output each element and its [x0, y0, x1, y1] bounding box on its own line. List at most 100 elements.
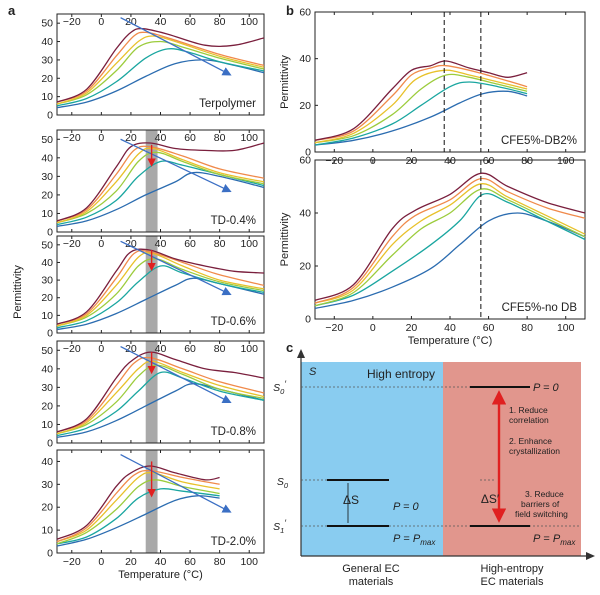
y-tick-label: 0: [47, 548, 53, 560]
x-tick-label: 80: [214, 343, 226, 355]
y-tick-label: 40: [41, 456, 53, 468]
series-line-6: [314, 172, 586, 302]
series-line-3: [56, 479, 220, 545]
panel-label-b: b: [286, 3, 294, 18]
y-tick-label: 50: [41, 345, 53, 357]
x-tick-label: 40: [155, 132, 167, 144]
y-tick-label: 20: [41, 73, 53, 85]
y-tick-label: 10: [41, 91, 53, 103]
x-tick-label: 0: [98, 132, 104, 144]
chart-a4: −20 0 20 40 60 80 100 0 10 20 30 40 50 TD-0.8%: [41, 340, 265, 450]
series-line-6: [56, 351, 265, 433]
series-line-1: [314, 90, 528, 146]
sample-name: TD-0.8%: [211, 426, 256, 438]
y-tick-label: 40: [41, 152, 53, 164]
series-line-6: [56, 248, 265, 325]
series-line-1: [56, 495, 220, 547]
series-line-2: [56, 48, 265, 107]
x-tick-label: 60: [483, 322, 495, 334]
series-line-1: [56, 171, 265, 228]
panel-label-c: c: [286, 340, 293, 355]
y-tick-label: 40: [41, 257, 53, 269]
sample-name: TD-0.4%: [211, 215, 256, 227]
y-tick-label: 10: [41, 419, 53, 431]
series-line-4: [56, 35, 265, 105]
x-tick-label: −20: [63, 343, 81, 355]
high-pmax-label: P = Pmax: [533, 533, 576, 547]
sample-name: TD-2.0%: [211, 536, 256, 548]
trend-arrow: [120, 345, 232, 404]
series-line-5: [56, 145, 265, 222]
y-tick-label: 0: [47, 438, 53, 450]
y-tick-label: 60: [299, 7, 311, 19]
chart-b1: −200204060801000204060CFE5%-DB2%Permitti…: [279, 7, 586, 167]
x-tick-label: 40: [155, 343, 167, 355]
delta-s-prime-label: ΔS′: [481, 492, 500, 506]
x-tick-label: 20: [125, 556, 137, 568]
y-tick-label: 20: [299, 261, 311, 273]
note-1-line-2: correlation: [509, 415, 549, 425]
x-tick-label: 0: [98, 238, 104, 250]
x-tick-label: −20: [63, 556, 81, 568]
series-line-4: [314, 69, 528, 144]
panel-a-ylabel: Permittivity: [12, 265, 24, 319]
panel-label-a: a: [8, 3, 16, 18]
entropy-diagram: S High entropy S0′ S0 S1′ ΔS P = 0 P = P…: [273, 349, 595, 588]
series-line-3: [56, 364, 265, 435]
series-line-6: [56, 465, 220, 540]
x-axis-arrowhead: [586, 552, 595, 560]
series-line-3: [56, 258, 265, 327]
general-ec-region: [301, 362, 443, 556]
x-tick-label: 40: [155, 238, 167, 250]
s1p-level-label: S1′: [273, 518, 286, 535]
series-line-2: [56, 371, 265, 437]
y-tick-label: 10: [41, 208, 53, 220]
x-tick-label: 20: [125, 132, 137, 144]
series-line-5: [56, 469, 220, 543]
s0p-level-label: S0′: [273, 379, 286, 396]
trend-arrow: [120, 240, 232, 296]
y-tick-label: 0: [305, 147, 311, 159]
x-tick-label: 100: [240, 556, 258, 568]
x-tick-label: 80: [214, 238, 226, 250]
x-tick-label: 0: [98, 343, 104, 355]
trend-arrow: [120, 17, 232, 76]
note-1-line-1: 1. Reduce: [509, 405, 548, 415]
plot-frame: [314, 159, 586, 320]
x-tick-label: −20: [63, 132, 81, 144]
series-line-6: [56, 142, 265, 222]
y-tick-label: 40: [299, 53, 311, 65]
x-tick-label: −20: [63, 16, 81, 28]
note-2-line-2: crystallization: [509, 446, 560, 456]
series-line-3: [56, 40, 265, 105]
x-tick-label: 100: [240, 343, 258, 355]
y-axis-label: Permittivity: [279, 212, 291, 266]
y-tick-label: 30: [41, 275, 53, 287]
x-axis-label: Temperature (°C): [118, 569, 202, 581]
series-line-3: [314, 73, 528, 144]
high-p0-label: P = 0: [533, 382, 559, 394]
y-tick-label: 40: [41, 36, 53, 48]
series-line-2: [56, 265, 265, 329]
y-tick-label: 40: [299, 208, 311, 220]
note-3-line-1: 3. Reduce: [525, 489, 564, 499]
y-tick-label: 10: [41, 310, 53, 322]
x-tick-label: 100: [240, 16, 258, 28]
x-tick-label: 40: [155, 16, 167, 28]
temperature-band: [145, 341, 158, 443]
x-tick-label: 20: [125, 238, 137, 250]
series-line-4: [56, 252, 265, 327]
trend-arrow: [120, 138, 232, 193]
x-axis-label: Temperature (°C): [408, 335, 492, 347]
y-tick-label: 10: [41, 525, 53, 537]
temperature-band: [145, 236, 158, 333]
high-entropy-ec-region: [443, 362, 581, 556]
series-line-5: [314, 177, 586, 304]
s-axis-label: S: [309, 366, 317, 378]
sample-name: CFE5%-DB2%: [501, 135, 577, 147]
x-tick-label: 0: [370, 322, 376, 334]
chart-b2: −20 0 20 40 60 80 100 0 20 40 60 CFE5%-no DB Tempera…: [279, 155, 586, 347]
sample-name: CFE5%-no DB: [502, 302, 578, 314]
x-tick-label: 60: [184, 556, 196, 568]
x-tick-label: 60: [184, 343, 196, 355]
